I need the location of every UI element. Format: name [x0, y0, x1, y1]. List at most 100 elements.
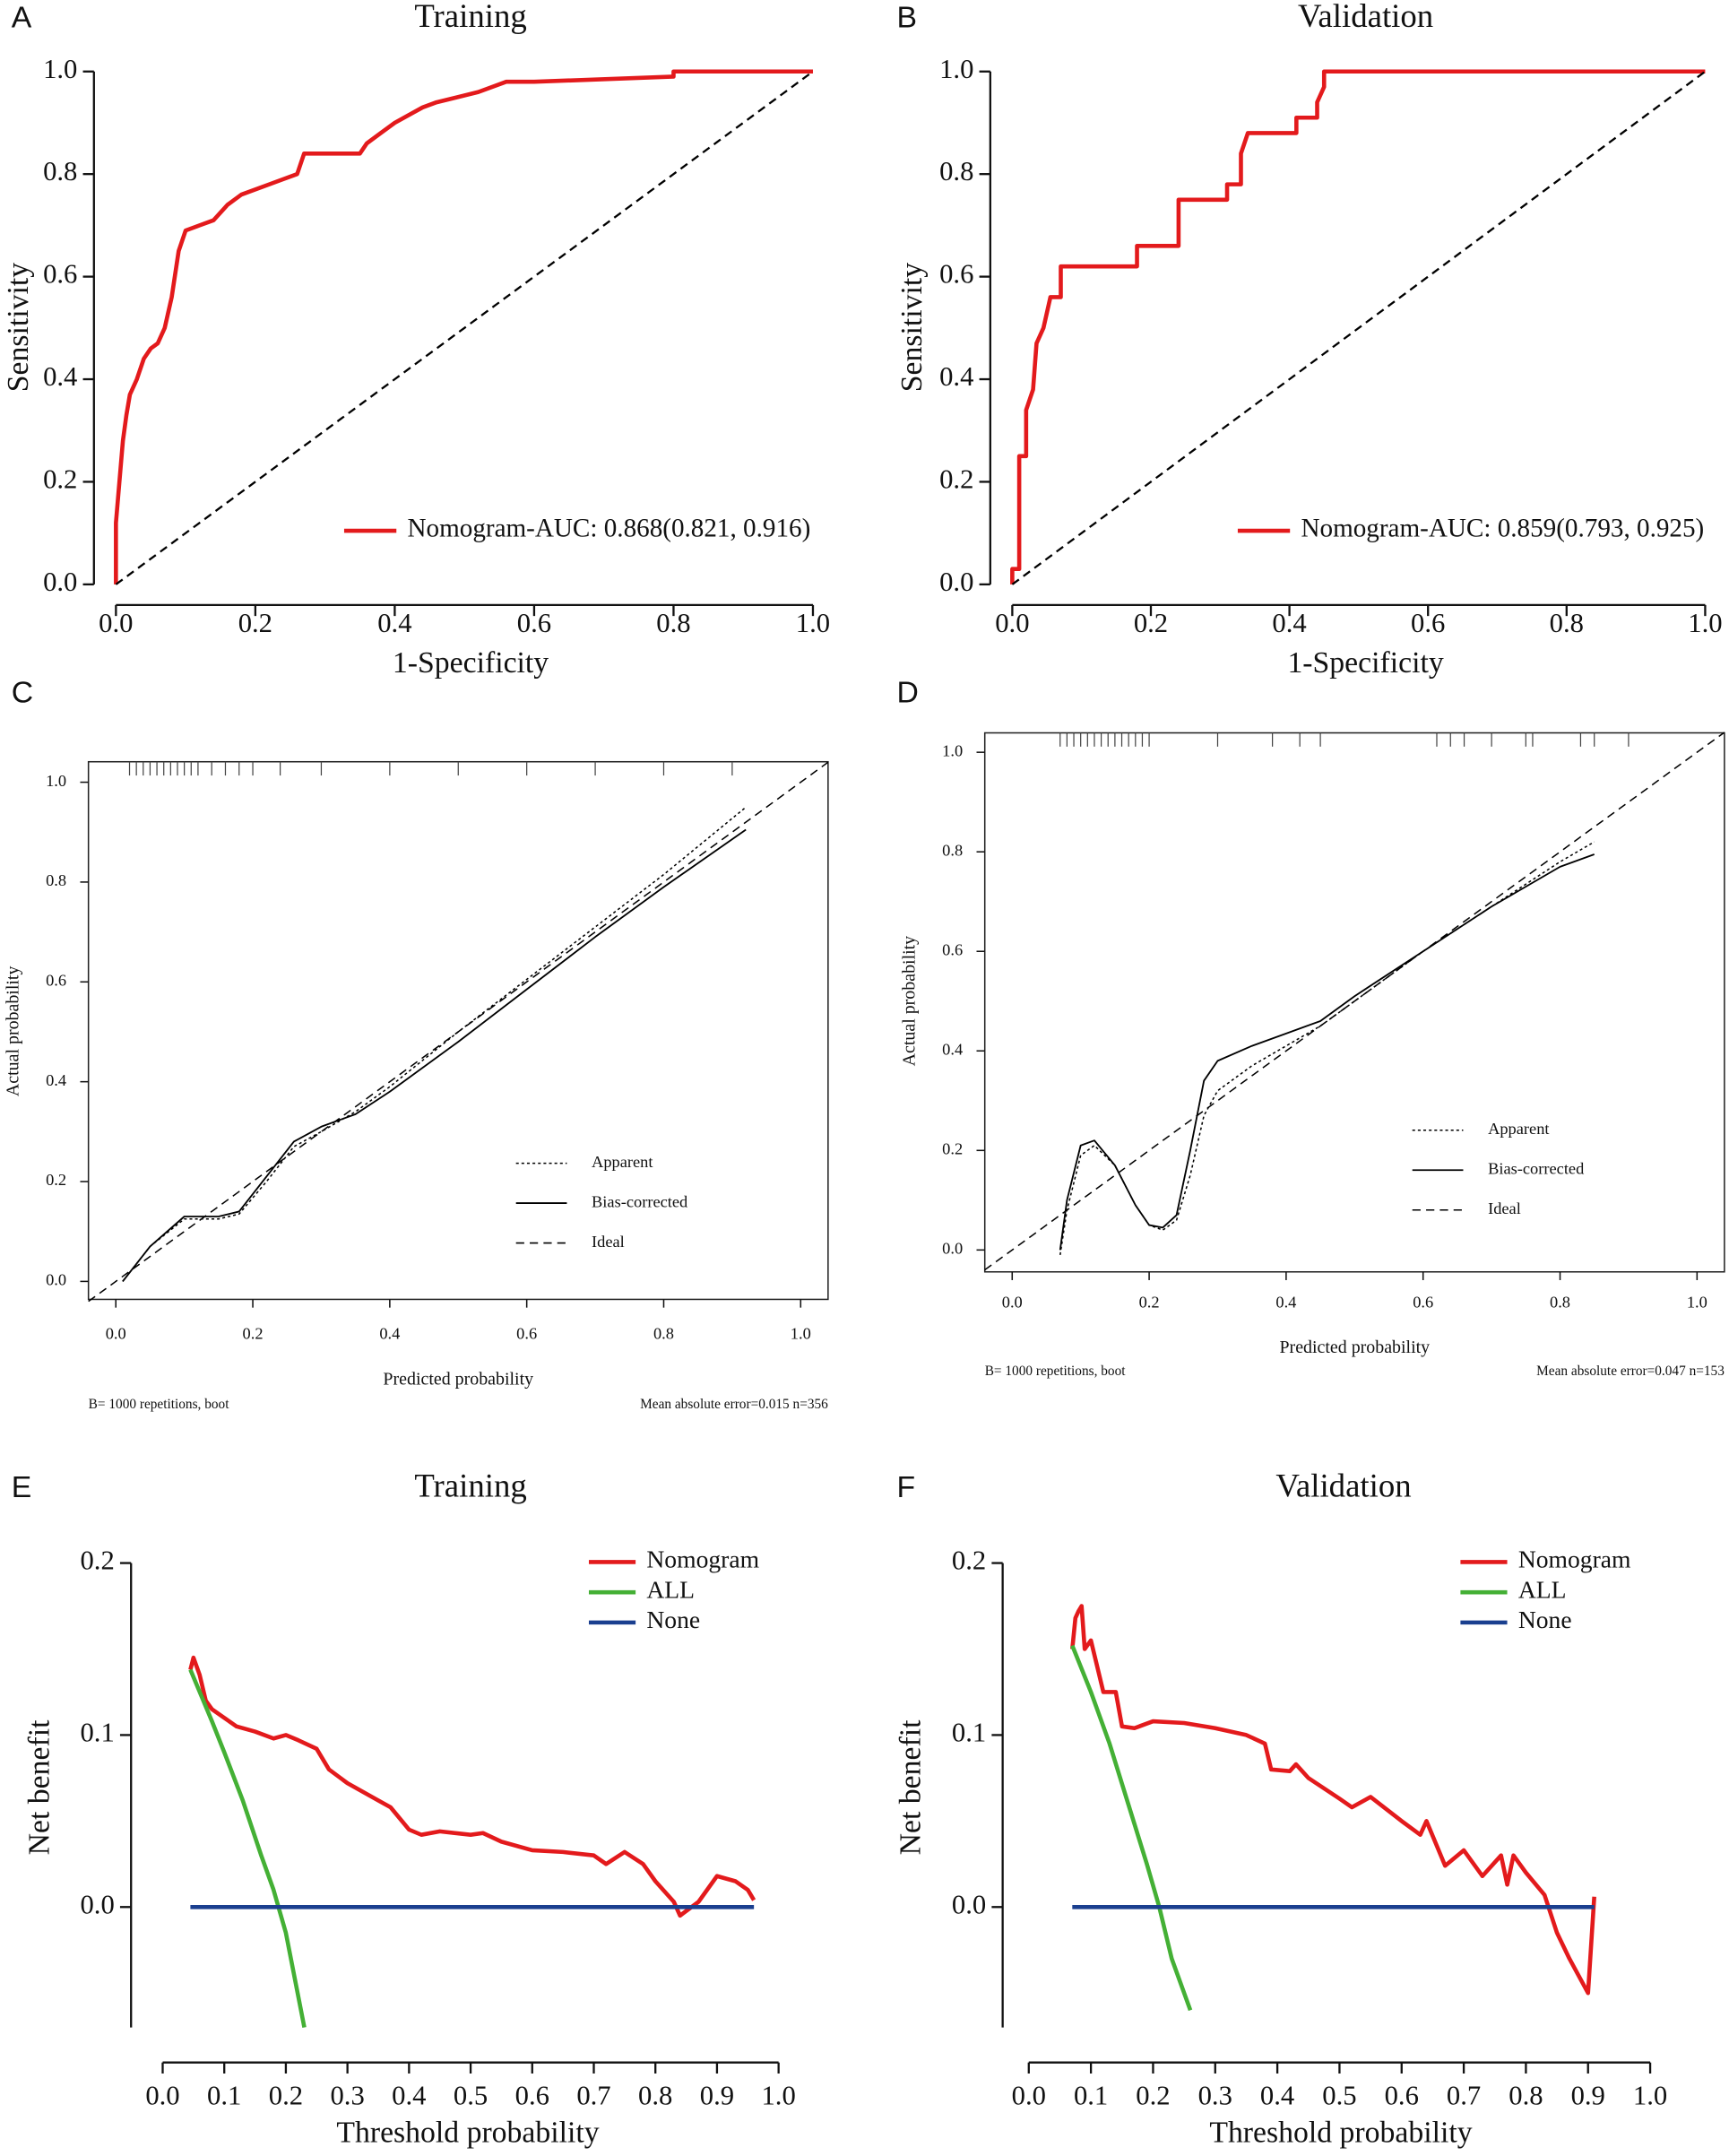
panel-label: B [897, 0, 918, 34]
legend-label: Bias-corrected [592, 1192, 687, 1210]
chart-title: Validation [1275, 1468, 1411, 1504]
y-tick-label: 0.4 [942, 1040, 963, 1058]
legend-label: None [646, 1606, 700, 1633]
series-line [188, 1655, 756, 1918]
y-tick-label: 0.8 [43, 156, 77, 186]
y-tick-label: 0.8 [939, 156, 973, 186]
x-tick-label: 0.2 [243, 1325, 264, 1343]
panel-label: A [12, 0, 32, 34]
y-tick-label: 1.0 [43, 54, 77, 84]
x-tick-label: 0.9 [700, 2081, 734, 2111]
y-tick-label: 0.0 [952, 1889, 986, 1919]
series-line [1059, 841, 1595, 1256]
series-line [122, 806, 747, 1282]
panel-label: E [12, 1470, 32, 1504]
x-tick-label: 0.0 [145, 2081, 179, 2111]
series-line [984, 732, 1725, 1271]
y-tick-label: 0.2 [952, 1546, 986, 1576]
y-tick-label: 0.0 [942, 1240, 963, 1258]
x-tick-label: 0.6 [1385, 2081, 1419, 2111]
legend-label: Apparent [1488, 1120, 1549, 1138]
x-tick-label: 1.0 [796, 608, 830, 638]
x-axis-label: Threshold probability [336, 2117, 599, 2150]
y-tick-label: 0.0 [43, 567, 77, 597]
y-tick-label: 0.6 [942, 940, 963, 958]
y-axis-label: Sensitivity [895, 263, 929, 392]
x-axis-label: Predicted probability [1279, 1338, 1430, 1357]
x-tick-label: 0.6 [517, 608, 551, 638]
y-tick-label: 0.2 [942, 1140, 963, 1158]
legend-label: None [1518, 1606, 1572, 1633]
x-tick-label: 0.4 [392, 2081, 426, 2111]
x-tick-label: 0.2 [1139, 1293, 1160, 1311]
x-tick-label: 0.0 [1002, 1293, 1023, 1311]
legend-label: ALL [646, 1575, 695, 1603]
y-tick-label: 0.6 [46, 972, 66, 990]
x-tick-label: 0.0 [99, 608, 133, 638]
series-line [115, 70, 814, 585]
footnote: B= 1000 repetitions, boot [89, 1397, 230, 1412]
x-tick-label: 0.7 [1447, 2081, 1481, 2111]
y-tick-label: 0.8 [942, 841, 963, 859]
legend-label: Ideal [592, 1233, 625, 1251]
y-tick-label: 0.8 [46, 871, 66, 889]
x-tick-label: 1.0 [1688, 608, 1722, 638]
legend-label: ALL [1518, 1575, 1567, 1603]
legend-label: Ideal [1488, 1199, 1521, 1217]
x-axis-label: Predicted probability [383, 1370, 533, 1390]
x-tick-label: 0.6 [516, 1325, 537, 1343]
series-line [114, 69, 813, 584]
legend-label: Nomogram-AUC: 0.868(0.821, 0.916) [408, 515, 811, 543]
x-tick-label: 0.3 [330, 2081, 364, 2111]
x-tick-label: 0.1 [1074, 2081, 1108, 2111]
series-line [1011, 70, 1707, 585]
series-line [188, 1668, 307, 2029]
footnote: Mean absolute error=0.047 n=153 [1536, 1364, 1725, 1379]
x-tick-label: 0.8 [653, 1325, 674, 1343]
x-tick-label: 1.0 [761, 2081, 795, 2111]
x-tick-label: 0.8 [1550, 608, 1584, 638]
y-axis-label: Net benefit [22, 1719, 56, 1855]
chart-title: Training [414, 0, 526, 34]
x-tick-label: 0.0 [1012, 2081, 1046, 2111]
y-tick-label: 0.2 [46, 1171, 66, 1189]
plot-frame [983, 732, 1725, 1273]
y-tick-label: 1.0 [939, 54, 973, 84]
y-tick-label: 0.4 [939, 361, 973, 392]
x-tick-label: 0.6 [1413, 1293, 1433, 1311]
y-tick-label: 0.0 [80, 1889, 114, 1919]
x-tick-label: 0.2 [1136, 2081, 1170, 2111]
y-axis-label: Actual probability [899, 936, 919, 1067]
panel-label: C [12, 675, 33, 709]
x-tick-label: 0.6 [1411, 608, 1445, 638]
y-tick-label: 0.0 [46, 1271, 66, 1289]
series-line [122, 828, 747, 1282]
series-line [1059, 853, 1595, 1251]
y-tick-label: 0.6 [43, 259, 77, 290]
y-tick-label: 0.2 [939, 463, 973, 494]
x-tick-label: 0.2 [269, 2081, 303, 2111]
y-tick-label: 0.1 [952, 1717, 986, 1747]
y-tick-label: 0.2 [80, 1546, 114, 1576]
x-tick-label: 0.1 [207, 2081, 241, 2111]
series-line [1010, 69, 1706, 584]
x-tick-label: 0.2 [1134, 608, 1168, 638]
legend-label: Nomogram-AUC: 0.859(0.793, 0.925) [1301, 515, 1704, 543]
y-axis-label: Sensitivity [2, 263, 35, 392]
series-line [88, 761, 829, 1303]
x-tick-label: 0.2 [238, 608, 272, 638]
series-line [1070, 1604, 1596, 1996]
footnote: B= 1000 repetitions, boot [985, 1364, 1127, 1379]
x-tick-label: 1.0 [1633, 2081, 1667, 2111]
x-tick-label: 0.4 [377, 608, 411, 638]
legend-label: Nomogram [646, 1546, 759, 1573]
legend-label: Apparent [592, 1153, 653, 1171]
plot-frame [87, 760, 829, 1301]
y-tick-label: 0.2 [43, 463, 77, 494]
x-tick-label: 0.6 [515, 2081, 549, 2111]
panel-label: F [897, 1470, 916, 1504]
y-tick-label: 0.1 [80, 1717, 114, 1747]
x-tick-label: 0.0 [106, 1325, 126, 1343]
y-tick-label: 1.0 [46, 772, 66, 790]
